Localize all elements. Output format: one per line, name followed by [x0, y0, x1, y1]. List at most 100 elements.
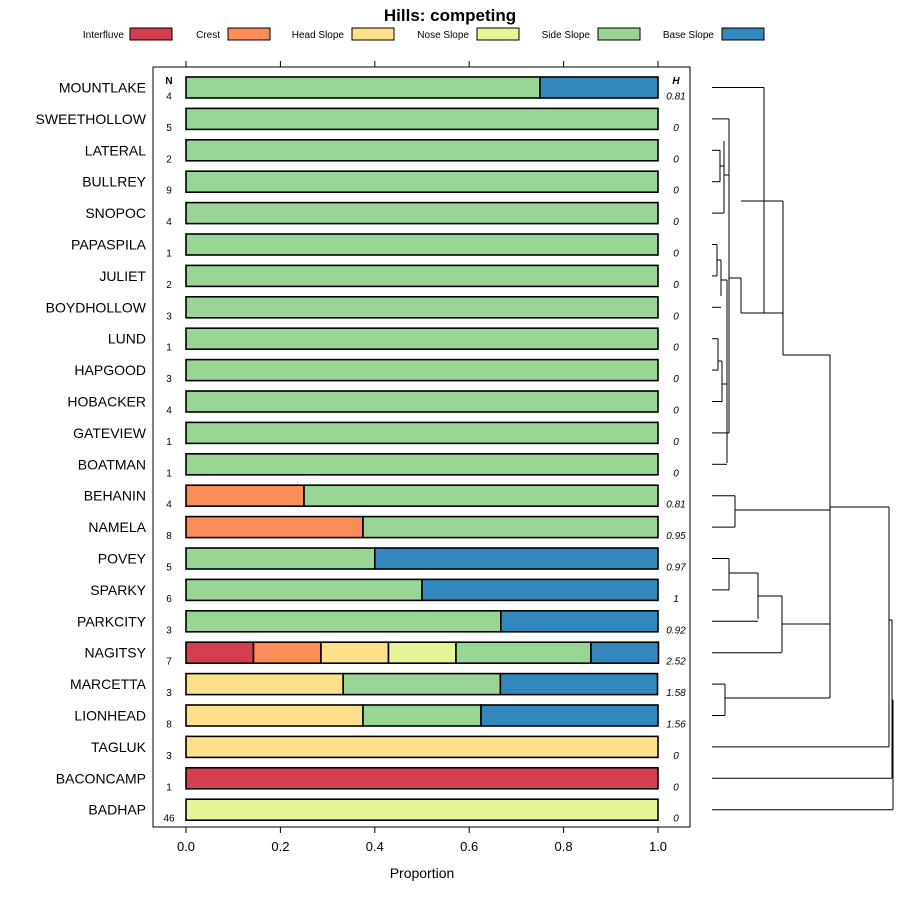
h-value: 0: [673, 814, 679, 825]
chart-title: Hills: competing: [384, 6, 516, 25]
n-value: 1: [166, 249, 172, 260]
n-value: 1: [166, 343, 172, 354]
row-label: LUND: [108, 331, 146, 347]
bar-segment-base-slope: [539, 76, 659, 99]
x-tick-label: 0.4: [366, 839, 384, 854]
row-label: PAPASPILA: [71, 237, 147, 253]
bar-segment-side-slope: [185, 547, 376, 570]
h-value: 0: [673, 217, 679, 228]
legend-swatch-2: [351, 27, 395, 41]
row-label: LATERAL: [85, 142, 146, 158]
n-value: 7: [166, 657, 172, 668]
n-value: 8: [166, 531, 172, 542]
row-label: MARCETTA: [70, 676, 147, 692]
h-column-header: H: [672, 76, 680, 87]
n-value: 2: [166, 154, 172, 165]
row-label: PARKCITY: [77, 613, 147, 629]
h-value: 0: [673, 123, 679, 134]
row-label: SPARKY: [90, 582, 146, 598]
bar-segment-interfluve: [185, 766, 659, 790]
bar-segment-side-slope: [362, 704, 482, 727]
legend-swatch-0: [129, 27, 173, 41]
row-label: NAGITSY: [85, 645, 147, 661]
bar-segment-side-slope: [185, 295, 659, 319]
n-value: 6: [166, 594, 172, 605]
n-value: 9: [166, 186, 172, 197]
bar-row: BACONCAMP 1 0: [56, 766, 679, 793]
bar-segment-side-slope: [185, 390, 659, 413]
bar-segment-side-slope: [185, 421, 659, 445]
h-value: 2.52: [665, 657, 686, 668]
n-value: 5: [166, 563, 172, 574]
bar-segment-side-slope: [185, 609, 502, 633]
bar-row: TAGLUK 3 0: [91, 735, 679, 762]
row-label: TAGLUK: [91, 739, 147, 755]
bar-row: BULLREY 9 0: [82, 170, 679, 197]
plot-frame: [152, 66, 691, 828]
bar-row: MOUNTLAKE 4 0.81: [59, 76, 686, 103]
bar-row: LATERAL 2 0: [85, 139, 679, 165]
bar-segment-head-slope: [185, 704, 364, 727]
n-column-header: N: [165, 76, 172, 87]
row-label: SNOPOC: [85, 205, 146, 221]
row-label: POVEY: [98, 551, 147, 567]
bar-segment-crest: [185, 484, 305, 508]
h-value: 0: [673, 343, 679, 354]
bar-row: JULIET 2 0: [99, 264, 679, 291]
bar-row: PARKCITY 3 0.92: [77, 609, 686, 636]
bar-row: MARCETTA 3 1.58: [70, 672, 686, 699]
bar-segment-side-slope: [185, 139, 659, 162]
h-value: 1.56: [666, 720, 686, 731]
legend-swatch-3: [476, 27, 520, 41]
bar-segment-base-slope: [590, 641, 660, 665]
bar-row: HOBACKER 4 0: [67, 390, 679, 417]
row-label: JULIET: [99, 268, 146, 284]
n-value: 1: [166, 468, 172, 479]
bar-row: NAGITSY 7 2.52: [85, 641, 686, 668]
x-tick-label: 0.8: [555, 839, 573, 854]
top-axis-ticks: [185, 61, 659, 67]
bar-row: BADHAP 46 0: [88, 798, 679, 825]
legend: Interfluve Crest Head Slope Nose Slope Side …: [83, 27, 765, 41]
bar-row: SNOPOC 4 0: [85, 201, 679, 228]
legend-label-5: Base Slope: [663, 30, 715, 41]
h-value: 0.92: [666, 625, 686, 636]
row-label: HAPGOOD: [74, 362, 146, 378]
n-value: 3: [166, 311, 172, 322]
row-label: BOYDHOLLOW: [46, 299, 147, 315]
bar-row: LUND 1 0: [108, 327, 679, 354]
bar-segment-side-slope: [185, 327, 659, 351]
bar-segment-head-slope: [320, 641, 390, 665]
bar-row: LIONHEAD 8 1.56: [74, 704, 686, 731]
legend-label-1: Crest: [196, 30, 220, 41]
bar-row: HAPGOOD 3 0: [74, 358, 679, 385]
dendrogram: [712, 87, 894, 811]
legend-label-0: Interfluve: [83, 30, 125, 41]
bar-segment-side-slope: [185, 170, 659, 193]
bar-row: SWEETHOLLOW 5 0: [36, 107, 679, 134]
row-label: HOBACKER: [67, 394, 146, 410]
h-value: 0: [673, 186, 679, 197]
row-label: BOATMAN: [78, 456, 146, 472]
bar-segment-side-slope: [362, 515, 659, 539]
n-value: 46: [163, 814, 175, 825]
n-value: 4: [166, 92, 172, 103]
n-value: 4: [166, 500, 172, 511]
n-value: 3: [166, 688, 172, 699]
row-label: NAMELA: [88, 519, 146, 535]
bar-segment-side-slope: [455, 641, 592, 665]
bar-segment-base-slope: [421, 578, 659, 602]
legend-swatch-4: [597, 27, 641, 41]
n-value: 4: [166, 217, 172, 228]
h-value: 0: [673, 751, 679, 762]
bar-segment-nose-slope: [185, 798, 659, 822]
bar-segment-side-slope: [185, 452, 659, 476]
row-label: SWEETHOLLOW: [36, 111, 147, 127]
row-label: GATEVIEW: [73, 425, 147, 441]
bar-segment-side-slope: [185, 201, 659, 225]
bar-row: GATEVIEW 1 0: [73, 421, 679, 448]
bar-segment-side-slope: [185, 578, 423, 602]
legend-label-3: Nose Slope: [417, 30, 469, 41]
